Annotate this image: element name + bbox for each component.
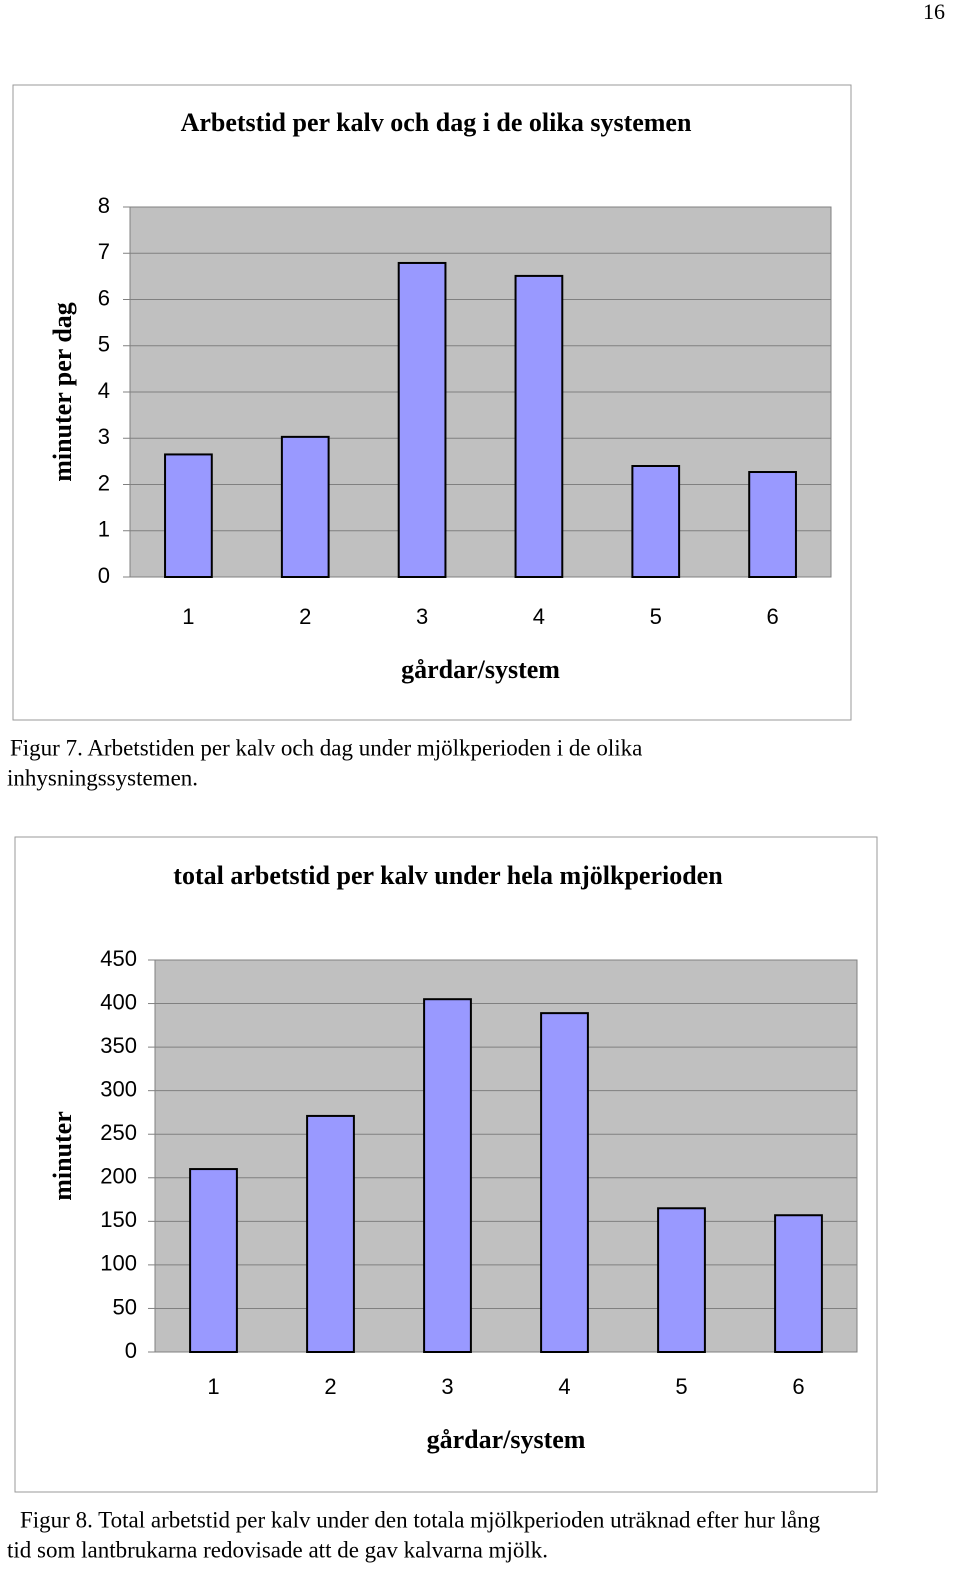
x-tick-label: 3 — [416, 604, 428, 629]
y-tick-label: 3 — [98, 424, 110, 449]
bar — [164, 453, 213, 578]
x-tick-label: 2 — [324, 1374, 336, 1399]
x-tick-label: 2 — [299, 604, 311, 629]
x-axis-label: gårdar/system — [401, 655, 560, 684]
page-number: 16 — [923, 0, 945, 24]
y-tick-label: 150 — [100, 1207, 137, 1232]
x-tick-label: 4 — [558, 1374, 570, 1399]
x-tick-label: 5 — [675, 1374, 687, 1399]
y-tick-label: 2 — [98, 470, 110, 495]
x-tick-label: 6 — [792, 1374, 804, 1399]
y-tick-label: 4 — [98, 378, 110, 403]
x-tick-label: 5 — [650, 604, 662, 629]
y-tick-label: 5 — [98, 332, 110, 357]
x-tick-label: 1 — [182, 604, 194, 629]
y-tick-label: 0 — [98, 563, 110, 588]
y-tick-label: 200 — [100, 1164, 137, 1189]
bar — [748, 471, 797, 579]
caption-line: inhysningssystemen. — [7, 765, 198, 790]
x-tick-label: 1 — [207, 1374, 219, 1399]
bar — [189, 1168, 238, 1353]
caption-line: tid som lantbrukarna redovisade att de g… — [7, 1537, 548, 1562]
bar — [540, 1012, 589, 1353]
y-tick-label: 450 — [100, 946, 137, 971]
chart-title: total arbetstid per kalv under hela mjöl… — [173, 861, 723, 890]
plot-area — [154, 959, 858, 1353]
y-axis-label: minuter per dag — [48, 302, 77, 482]
bar — [631, 465, 681, 578]
bar — [306, 1114, 355, 1353]
x-tick-label: 3 — [441, 1374, 453, 1399]
bar — [774, 1214, 823, 1354]
y-tick-label: 8 — [98, 193, 110, 218]
y-tick-label: 400 — [100, 989, 137, 1014]
x-axis-label: gårdar/system — [427, 1425, 586, 1454]
y-tick-label: 50 — [113, 1294, 137, 1319]
y-tick-label: 0 — [125, 1338, 137, 1363]
y-axis-label: minuter — [48, 1111, 77, 1201]
y-tick-label: 1 — [98, 517, 110, 542]
x-tick-label: 4 — [533, 604, 545, 629]
bar — [423, 998, 472, 1353]
bar — [280, 435, 330, 578]
bar — [657, 1207, 706, 1354]
y-tick-label: 7 — [98, 239, 110, 264]
y-tick-label: 100 — [100, 1251, 137, 1276]
x-tick-label: 6 — [766, 604, 778, 629]
bar — [397, 261, 447, 578]
y-tick-label: 350 — [100, 1033, 137, 1058]
y-tick-label: 6 — [98, 285, 110, 310]
bar — [514, 274, 564, 578]
caption-line: Figur 8. Total arbetstid per kalv under … — [20, 1507, 821, 1532]
chart-title: Arbetstid per kalv och dag i de olika sy… — [181, 108, 692, 137]
caption-line: Figur 7. Arbetstiden per kalv och dag un… — [10, 735, 642, 760]
y-tick-label: 300 — [100, 1076, 137, 1101]
y-tick-label: 250 — [100, 1120, 137, 1145]
